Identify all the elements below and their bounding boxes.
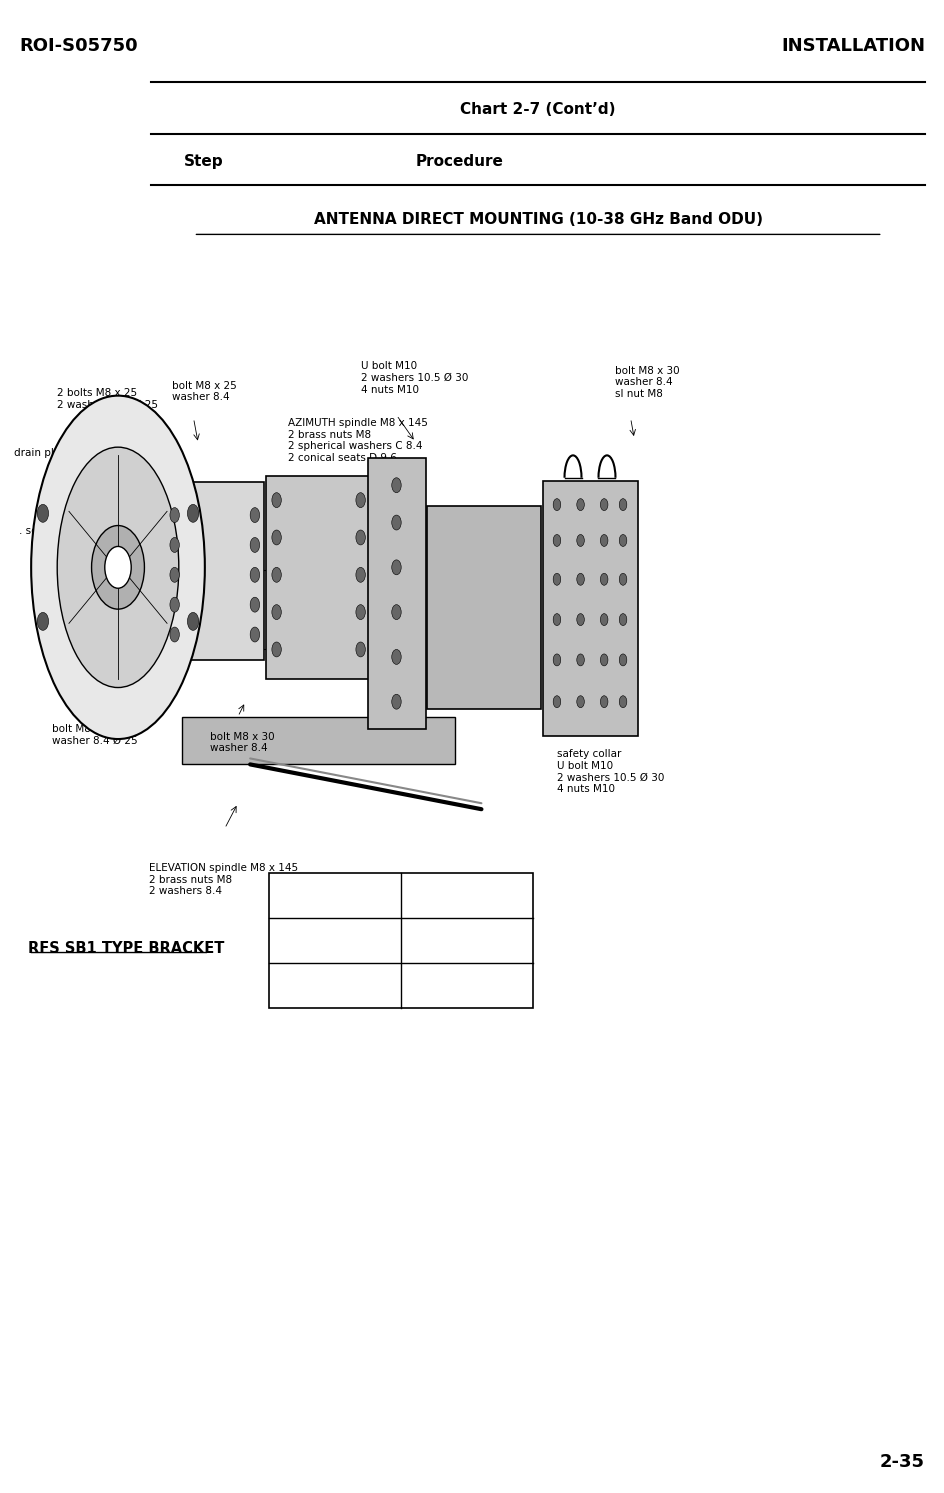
Circle shape <box>600 534 608 546</box>
Circle shape <box>619 499 627 511</box>
Circle shape <box>392 694 401 709</box>
Circle shape <box>250 537 260 552</box>
Text: bolt M8 x 30
washer 8.4 Ø 25: bolt M8 x 30 washer 8.4 Ø 25 <box>52 724 138 745</box>
Text: Step: Step <box>184 154 224 169</box>
Circle shape <box>356 642 365 657</box>
Text: drain plug: drain plug <box>14 448 67 458</box>
Circle shape <box>272 642 281 657</box>
Circle shape <box>37 612 48 630</box>
Circle shape <box>553 534 561 546</box>
FancyBboxPatch shape <box>182 717 455 764</box>
Text: Procedure: Procedure <box>415 154 503 169</box>
Circle shape <box>272 605 281 620</box>
Text: U-Bolt size
[mm]: U-Bolt size [mm] <box>436 881 498 911</box>
Circle shape <box>392 478 401 493</box>
Circle shape <box>272 567 281 582</box>
Circle shape <box>553 696 561 708</box>
Text: 90 - 115: 90 - 115 <box>311 979 360 991</box>
FancyBboxPatch shape <box>543 481 638 736</box>
Text: ELEVATION spindle M8 x 145
2 brass nuts M8
2 washers 8.4: ELEVATION spindle M8 x 145 2 brass nuts … <box>149 863 298 896</box>
Circle shape <box>250 627 260 642</box>
FancyBboxPatch shape <box>166 482 264 660</box>
Text: 2 bolts M8 x 25
2 washers 8.4 Ø 25: 2 bolts M8 x 25 2 washers 8.4 Ø 25 <box>57 388 158 409</box>
FancyBboxPatch shape <box>427 506 541 709</box>
Circle shape <box>619 614 627 626</box>
Circle shape <box>553 573 561 585</box>
Circle shape <box>600 654 608 666</box>
Circle shape <box>577 654 584 666</box>
Text: 2-35: 2-35 <box>880 1453 925 1471</box>
Circle shape <box>577 573 584 585</box>
Circle shape <box>356 605 365 620</box>
Circle shape <box>37 505 48 523</box>
Text: ANTENNA DIRECT MOUNTING (10-38 GHz Band ODU): ANTENNA DIRECT MOUNTING (10-38 GHz Band … <box>313 212 763 227</box>
Text: bolt M8 x 30
washer 8.4: bolt M8 x 30 washer 8.4 <box>210 732 274 752</box>
Circle shape <box>356 567 365 582</box>
Circle shape <box>188 505 199 523</box>
Circle shape <box>92 526 144 609</box>
Text: 115: 115 <box>456 979 479 991</box>
Text: Chart 2-7 (Cont’d): Chart 2-7 (Cont’d) <box>461 102 615 116</box>
Text: 51 - 89: 51 - 89 <box>314 935 356 947</box>
Text: 89: 89 <box>460 935 475 947</box>
Text: . screws B4.2: . screws B4.2 <box>19 526 88 536</box>
Circle shape <box>577 696 584 708</box>
Circle shape <box>356 530 365 545</box>
Circle shape <box>392 560 401 575</box>
Circle shape <box>600 614 608 626</box>
Text: safety collar
U bolt M10
2 washers 10.5 Ø 30
4 nuts M10: safety collar U bolt M10 2 washers 10.5 … <box>557 749 665 794</box>
Circle shape <box>553 614 561 626</box>
Circle shape <box>577 499 584 511</box>
Circle shape <box>170 567 179 582</box>
Text: INSTALLATION: INSTALLATION <box>781 37 925 55</box>
Circle shape <box>553 654 561 666</box>
Circle shape <box>600 696 608 708</box>
Text: bolt M8 x 25
washer 8.4: bolt M8 x 25 washer 8.4 <box>172 381 237 402</box>
Circle shape <box>170 627 179 642</box>
Circle shape <box>392 605 401 620</box>
Circle shape <box>553 499 561 511</box>
Circle shape <box>392 515 401 530</box>
Circle shape <box>392 649 401 664</box>
Bar <box>269 873 533 1008</box>
Circle shape <box>188 612 199 630</box>
Circle shape <box>250 567 260 582</box>
Circle shape <box>105 546 131 588</box>
Circle shape <box>619 696 627 708</box>
Text: ROI-S05750: ROI-S05750 <box>19 37 138 55</box>
Circle shape <box>577 534 584 546</box>
Circle shape <box>600 573 608 585</box>
Text: RFS SB1 TYPE BRACKET: RFS SB1 TYPE BRACKET <box>28 941 225 956</box>
Circle shape <box>250 508 260 523</box>
Circle shape <box>619 654 627 666</box>
Text: AZIMUTH spindle M8 x 145
2 brass nuts M8
2 spherical washers C 8.4
2 conical sea: AZIMUTH spindle M8 x 145 2 brass nuts M8… <box>288 418 428 463</box>
Circle shape <box>170 537 179 552</box>
Circle shape <box>170 597 179 612</box>
FancyBboxPatch shape <box>266 476 371 679</box>
Circle shape <box>170 508 179 523</box>
Text: Pipe diameter
[mm]: Pipe diameter [mm] <box>294 881 377 911</box>
Circle shape <box>577 614 584 626</box>
Circle shape <box>250 597 260 612</box>
Circle shape <box>272 530 281 545</box>
Circle shape <box>619 534 627 546</box>
Circle shape <box>619 573 627 585</box>
Ellipse shape <box>58 448 178 687</box>
FancyBboxPatch shape <box>368 458 426 729</box>
Text: bolt M8 x 30
washer 8.4
sl nut M8: bolt M8 x 30 washer 8.4 sl nut M8 <box>615 366 680 399</box>
Circle shape <box>600 499 608 511</box>
Text: U bolt M10
2 washers 10.5 Ø 30
4 nuts M10: U bolt M10 2 washers 10.5 Ø 30 4 nuts M1… <box>361 361 468 394</box>
Circle shape <box>272 493 281 508</box>
Ellipse shape <box>31 396 205 739</box>
Circle shape <box>356 493 365 508</box>
